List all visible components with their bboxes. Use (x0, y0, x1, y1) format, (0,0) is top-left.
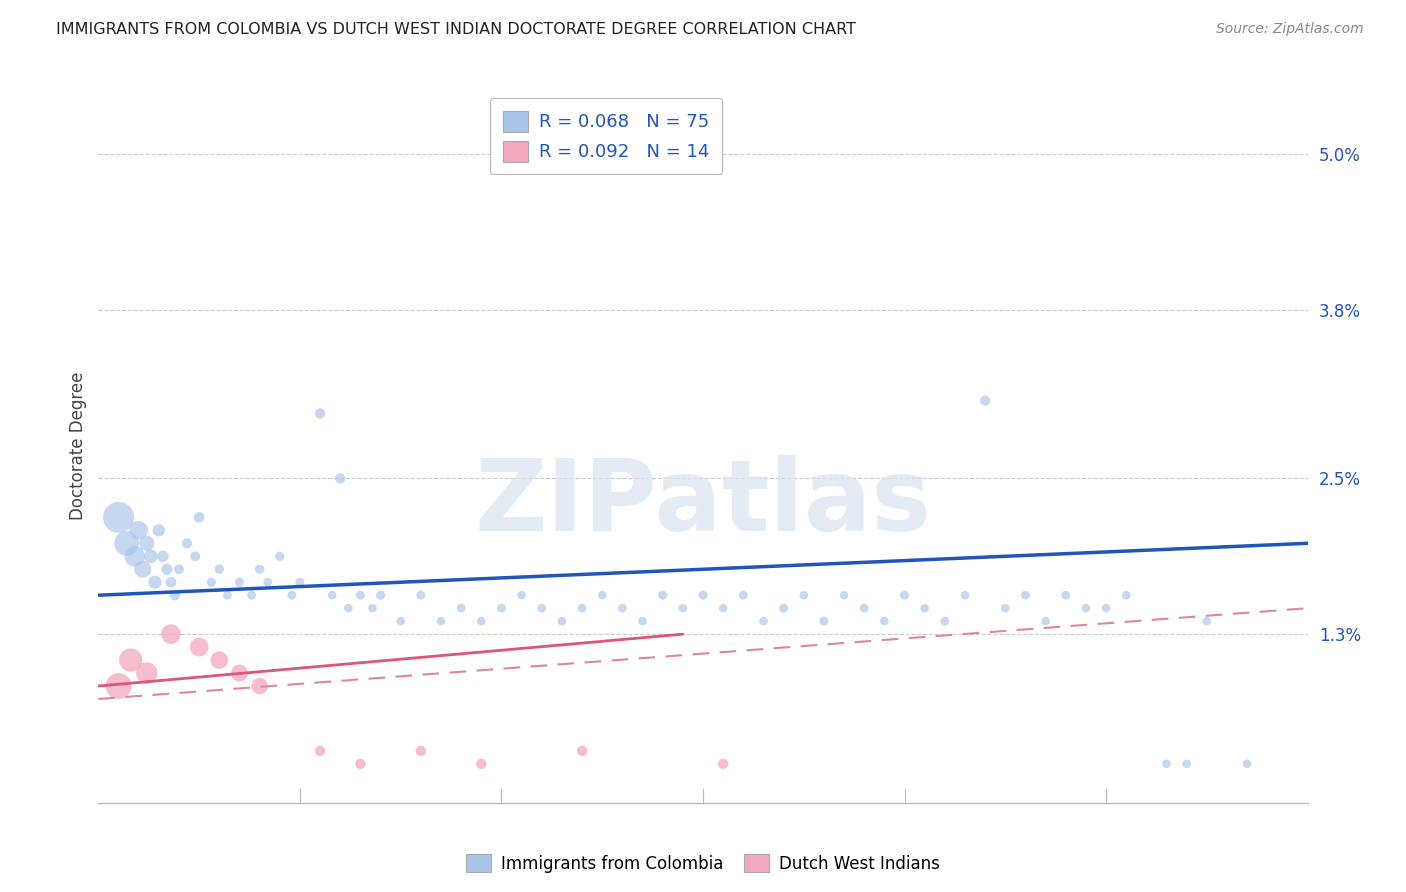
Point (337, 601, 360, 615)
Point (329, 471, 352, 485)
Point (309, 744, 332, 758)
Point (167, 562, 190, 576)
Point (361, 601, 384, 615)
Point (132, 562, 155, 576)
Point (873, 614, 896, 628)
Point (692, 588, 714, 602)
Point (1175, 756, 1198, 771)
Point (120, 653, 142, 667)
Point (893, 588, 915, 602)
Point (1156, 756, 1178, 771)
Point (208, 562, 231, 576)
Point (288, 575, 311, 590)
Text: Source: ZipAtlas.com: Source: ZipAtlas.com (1216, 22, 1364, 37)
Point (309, 407, 332, 421)
Point (188, 640, 211, 654)
Point (208, 653, 231, 667)
Point (651, 588, 673, 602)
Point (349, 588, 371, 602)
Point (128, 524, 150, 538)
Point (733, 588, 755, 602)
Legend: Immigrants from Colombia, Dutch West Indians: Immigrants from Colombia, Dutch West Ind… (460, 847, 946, 880)
Point (409, 588, 432, 602)
Point (934, 614, 956, 628)
Point (200, 575, 222, 590)
Text: ZIPatlas: ZIPatlas (475, 455, 931, 551)
Point (470, 756, 492, 771)
Point (551, 614, 574, 628)
Point (914, 601, 936, 615)
Point (1014, 588, 1036, 602)
Point (349, 756, 371, 771)
Point (772, 601, 794, 615)
Point (832, 588, 855, 602)
Point (370, 588, 392, 602)
Point (953, 588, 976, 602)
Point (143, 575, 166, 590)
Point (1074, 601, 1097, 615)
Point (793, 588, 815, 602)
Point (974, 393, 997, 408)
Point (228, 575, 250, 590)
Point (269, 549, 291, 564)
Point (612, 601, 634, 615)
Point (148, 524, 170, 538)
Point (591, 588, 613, 602)
Point (813, 614, 835, 628)
Y-axis label: Doctorate Degree: Doctorate Degree (69, 372, 87, 520)
Point (188, 510, 211, 524)
Point (217, 588, 239, 602)
Point (184, 549, 207, 564)
Point (160, 575, 183, 590)
Point (115, 536, 138, 550)
Point (135, 666, 157, 681)
Point (249, 679, 271, 693)
Point (1195, 614, 1218, 628)
Point (571, 744, 593, 758)
Point (853, 601, 876, 615)
Point (470, 614, 492, 628)
Text: IMMIGRANTS FROM COLOMBIA VS DUTCH WEST INDIAN DOCTORATE DEGREE CORRELATION CHART: IMMIGRANTS FROM COLOMBIA VS DUTCH WEST I… (56, 22, 856, 37)
Point (1095, 601, 1118, 615)
Point (631, 614, 654, 628)
Point (107, 510, 129, 524)
Point (256, 575, 278, 590)
Point (1054, 588, 1077, 602)
Point (139, 549, 162, 564)
Point (156, 562, 179, 576)
Point (711, 756, 734, 771)
Point (672, 601, 695, 615)
Point (135, 536, 157, 550)
Point (281, 588, 304, 602)
Point (152, 549, 174, 564)
Point (176, 536, 198, 550)
Point (107, 679, 129, 693)
Point (510, 588, 533, 602)
Point (160, 627, 183, 641)
Point (228, 666, 250, 681)
Point (530, 601, 553, 615)
Point (124, 549, 146, 564)
Point (491, 601, 513, 615)
Point (1115, 588, 1137, 602)
Point (994, 601, 1017, 615)
Point (389, 614, 412, 628)
Point (1035, 614, 1057, 628)
Legend: R = 0.068   N = 75, R = 0.092   N = 14: R = 0.068 N = 75, R = 0.092 N = 14 (491, 98, 723, 174)
Point (711, 601, 734, 615)
Point (752, 614, 775, 628)
Point (240, 588, 263, 602)
Point (450, 601, 472, 615)
Point (249, 562, 271, 576)
Point (430, 614, 453, 628)
Point (163, 588, 186, 602)
Point (1236, 756, 1258, 771)
Point (321, 588, 343, 602)
Point (409, 744, 432, 758)
Point (571, 601, 593, 615)
